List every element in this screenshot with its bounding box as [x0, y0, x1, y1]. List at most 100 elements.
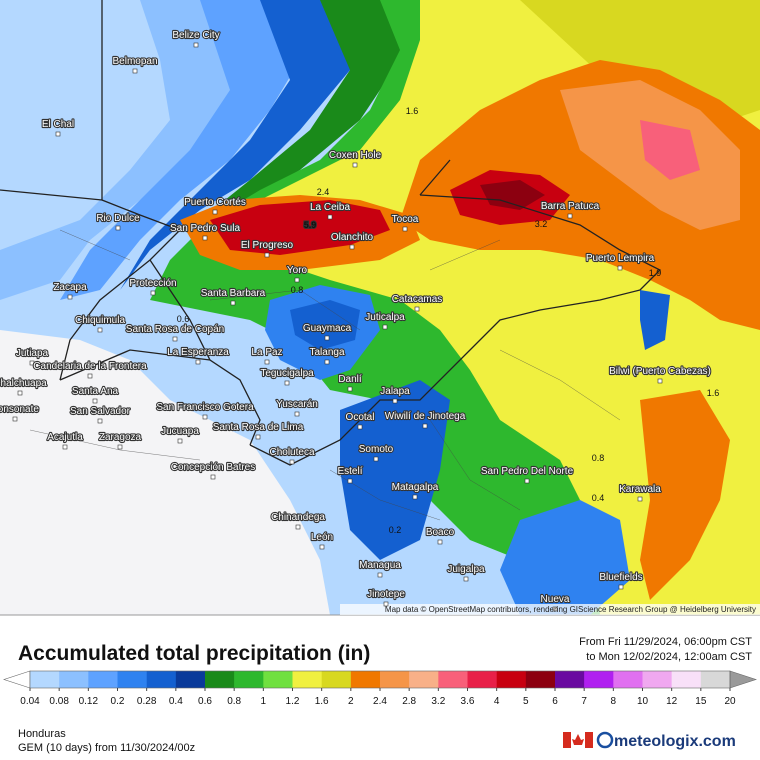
- city-label: Bluefields: [599, 572, 642, 583]
- city-label: Danlí: [338, 374, 362, 385]
- colorbar-swatch: [146, 671, 177, 688]
- city-dot: [392, 398, 398, 404]
- colorbar-swatch: [88, 671, 118, 688]
- contour-label: 0.4: [592, 493, 605, 503]
- city-dot: [295, 524, 301, 530]
- city-dot: [377, 572, 383, 578]
- region-name: Honduras: [18, 728, 66, 740]
- city-dot: [212, 209, 218, 215]
- city-dot: [195, 359, 201, 365]
- city-dot: [132, 68, 138, 74]
- city-dot: [87, 373, 93, 379]
- colorbar-swatch: [380, 671, 410, 688]
- city-label: Jucuapa: [161, 426, 199, 437]
- city-dot: [373, 456, 379, 462]
- colorbar-swatch: [496, 671, 527, 688]
- colorbar-tick-label: 0.04: [20, 696, 40, 707]
- colorbar-tick-label: 12: [666, 696, 678, 707]
- colorbar-tick-label: 15: [695, 696, 707, 707]
- city-dot: [202, 414, 208, 420]
- city-label: Belmopan: [112, 56, 157, 67]
- colorbar-tick-label: 10: [637, 696, 649, 707]
- city-dot: [193, 42, 199, 48]
- city-dot: [383, 601, 389, 607]
- brand-logo: [596, 731, 614, 749]
- city-dot: [324, 359, 330, 365]
- city-dot: [264, 252, 270, 258]
- city-dot: [12, 416, 18, 422]
- city-label: El Chal: [42, 119, 74, 130]
- colorbar-swatch: [438, 671, 468, 688]
- city-label: La Ceiba: [310, 202, 350, 213]
- city-dot: [422, 423, 428, 429]
- colorbar-under: [3, 670, 31, 689]
- colorbar-swatch: [117, 671, 147, 688]
- city-label: La Esperanza: [167, 347, 229, 358]
- city-label: San Pedro Sula: [170, 223, 240, 234]
- city-dot: [62, 444, 68, 450]
- colorbar-swatch: [59, 671, 89, 688]
- colorbar-swatch: [175, 671, 206, 688]
- city-label: Chinandega: [271, 512, 325, 523]
- city-dot: [230, 300, 236, 306]
- colorbar-tick-label: 4: [494, 696, 500, 707]
- city-label: Puerto Lempira: [586, 253, 655, 264]
- city-dot: [17, 390, 23, 396]
- city-label: El Progreso: [241, 240, 294, 251]
- colorbar-tick-label: 0.08: [49, 696, 69, 707]
- city-dot: [29, 360, 35, 366]
- city-label: Zacapa: [53, 282, 87, 293]
- city-label: León: [311, 532, 333, 543]
- city-dot: [347, 478, 353, 484]
- legend-title: Accumulated total precipitation (in): [18, 642, 370, 665]
- city-label: Protección: [129, 278, 176, 289]
- city-label: San Pedro Del Norte: [481, 466, 574, 477]
- city-label: Concepción Batres: [171, 462, 256, 473]
- city-label: Barra Patuca: [541, 201, 600, 212]
- city-dot: [294, 277, 300, 283]
- city-dot: [202, 235, 208, 241]
- city-label: Chalchuapa: [0, 378, 47, 389]
- city-dot: [382, 324, 388, 330]
- city-label: Ocotal: [346, 412, 375, 423]
- colorbar-swatch: [292, 671, 322, 688]
- precipitation-map: Belize City Belmopan El Chal Coxen Hole Puer…: [0, 0, 760, 616]
- colorbar-tick-label: 3.2: [431, 696, 445, 707]
- city-label: San Salvador: [70, 406, 131, 417]
- city-dot: [463, 576, 469, 582]
- colorbar-swatch: [700, 671, 731, 688]
- city-label: La Paz: [251, 347, 282, 358]
- colorbar-tick-label: 0.28: [137, 696, 157, 707]
- colorbar-tick-label: 8: [611, 696, 617, 707]
- colorbar-tick-label: 6: [552, 696, 558, 707]
- city-label: Jutiapa: [16, 348, 49, 359]
- city-label: Juticalpa: [365, 312, 405, 323]
- colorbar-tick-label: 0.8: [227, 696, 241, 707]
- city-dot: [255, 434, 261, 440]
- city-dot: [617, 265, 623, 271]
- colorbar-tick-label: 2.4: [373, 696, 387, 707]
- city-dot: [357, 424, 363, 430]
- colorbar-swatch: [642, 671, 672, 688]
- city-dot: [55, 131, 61, 137]
- city-label: San Francisco Gotera: [156, 402, 254, 413]
- city-label: Belize City: [172, 30, 219, 41]
- city-label: Jalapa: [380, 386, 410, 397]
- colorbar-tick-label: 0.2: [111, 696, 125, 707]
- city-label: Choluteca: [269, 447, 314, 458]
- city-label: Candelaria de la Frontera: [33, 361, 147, 372]
- contour-label: 0.6: [177, 314, 190, 324]
- colorbar-tick-label: 1.6: [315, 696, 329, 707]
- valid-from: From Fri 11/29/2024, 06:00pm CST: [579, 636, 752, 648]
- colorbar-tick-label: 1: [261, 696, 267, 707]
- city-dot: [67, 294, 73, 300]
- colorbar-swatch: [321, 671, 352, 688]
- city-dot: [210, 474, 216, 480]
- city-label: Olanchito: [331, 232, 374, 243]
- city-label: Jinotepe: [367, 589, 405, 600]
- canada-flag: [563, 732, 593, 748]
- colorbar-swatch: [555, 671, 585, 688]
- city-label: Rio Dulce: [96, 213, 140, 224]
- contour-label: 1.6: [707, 388, 720, 398]
